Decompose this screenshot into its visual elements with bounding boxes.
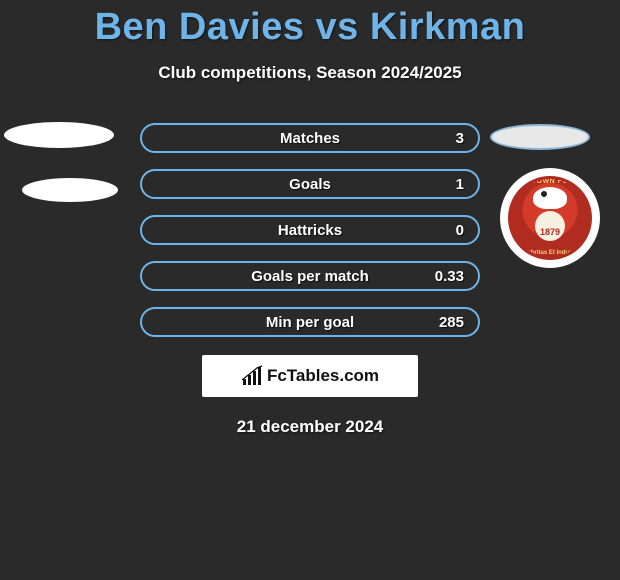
left-shape-1 [4, 122, 114, 148]
stat-value-right: 0.33 [435, 268, 464, 285]
crest-year: 1879 [540, 227, 560, 237]
crest-top-text: TOWN FC [532, 178, 568, 185]
stats-list: Matches 3 Goals 1 Hattricks 0 Goals per … [140, 123, 480, 337]
left-shape-2 [22, 178, 118, 202]
stat-value-right: 0 [456, 222, 464, 239]
stat-value-right: 285 [439, 314, 464, 331]
stat-label: Min per goal [266, 314, 354, 331]
stat-row: Matches 3 [140, 123, 480, 153]
stat-row: Goals 1 [140, 169, 480, 199]
snapshot-date: 21 december 2024 [237, 417, 384, 437]
stat-row: Min per goal 285 [140, 307, 480, 337]
stat-label: Goals per match [251, 268, 369, 285]
club-crest: TOWN FC 1879 Salubritas Et Industria [500, 168, 600, 268]
stat-value-right: 1 [456, 176, 464, 193]
crest-inner: TOWN FC 1879 Salubritas Et Industria [508, 176, 592, 260]
comparison-card: Ben Davies vs Kirkman Club competitions,… [0, 0, 620, 580]
stat-row: Goals per match 0.33 [140, 261, 480, 291]
stat-label: Hattricks [278, 222, 342, 239]
page-title: Ben Davies vs Kirkman [95, 6, 526, 49]
right-shape [490, 124, 590, 150]
bar-chart-icon [241, 365, 263, 387]
stat-label: Goals [289, 176, 331, 193]
stat-label: Matches [280, 130, 340, 147]
page-subtitle: Club competitions, Season 2024/2025 [158, 63, 461, 83]
stat-value-right: 3 [456, 130, 464, 147]
crest-bird-icon [533, 187, 567, 209]
source-logo-text: FcTables.com [267, 366, 379, 386]
source-logo[interactable]: FcTables.com [202, 355, 418, 397]
crest-motto: Salubritas Et Industria [518, 250, 582, 256]
stat-row: Hattricks 0 [140, 215, 480, 245]
